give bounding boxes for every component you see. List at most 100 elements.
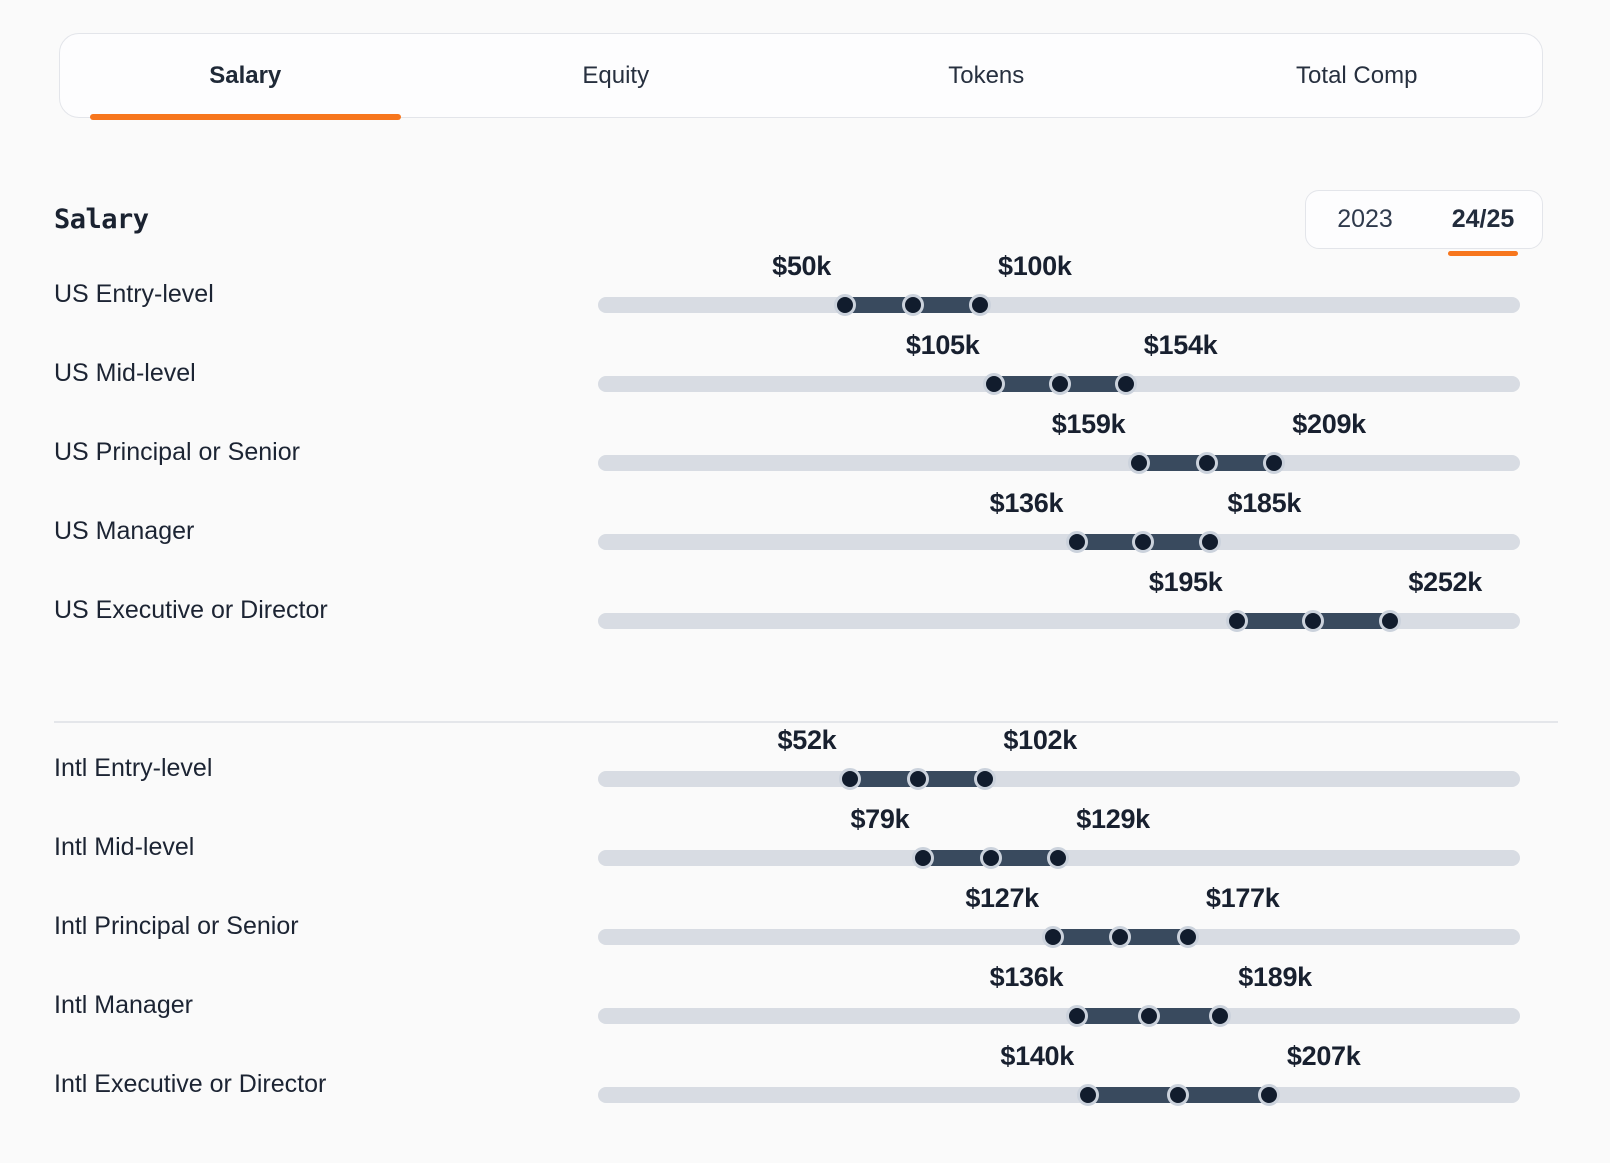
min-value-label: $50k bbox=[772, 251, 831, 281]
slider-handle-mid[interactable] bbox=[1167, 1084, 1190, 1106]
section-header: Salary 2023 24/25 bbox=[54, 190, 1543, 256]
slider-handle-min[interactable] bbox=[1128, 452, 1151, 474]
year-option-24-25[interactable]: 24/25 bbox=[1424, 191, 1542, 248]
max-value-label: $209k bbox=[1292, 409, 1366, 439]
slider-handle-mid[interactable] bbox=[1109, 926, 1132, 948]
min-value-label: $195k bbox=[1148, 567, 1223, 597]
row-label: US Mid-level bbox=[54, 359, 196, 387]
section-title: Salary bbox=[54, 204, 149, 235]
salary-row: US Entry-level $50k $100k bbox=[54, 249, 1610, 328]
row-label: Intl Manager bbox=[54, 991, 193, 1019]
range-slider: $136k $185k bbox=[598, 486, 1520, 565]
year-option-24-25-label: 24/25 bbox=[1451, 205, 1515, 233]
min-value-label: $159k bbox=[1051, 409, 1126, 439]
tab-equity[interactable]: Equity bbox=[431, 34, 802, 117]
slider-handle-mid[interactable] bbox=[979, 847, 1002, 869]
active-tab-underline bbox=[89, 114, 401, 120]
max-value-label: $207k bbox=[1286, 1041, 1361, 1071]
slider-handle-max[interactable] bbox=[1263, 452, 1286, 474]
slider-handle-max[interactable] bbox=[1114, 373, 1137, 395]
active-year-underline bbox=[1448, 251, 1518, 256]
slider-handle-max[interactable] bbox=[1176, 926, 1199, 948]
min-value-label: $52k bbox=[777, 725, 837, 755]
max-value-label: $252k bbox=[1408, 567, 1482, 597]
slider-handle-min[interactable] bbox=[834, 294, 856, 316]
min-value-label: $140k bbox=[1000, 1041, 1074, 1071]
min-value-label: $136k bbox=[989, 962, 1064, 992]
max-value-label: $100k bbox=[998, 251, 1072, 281]
slider-handle-mid[interactable] bbox=[1137, 1005, 1160, 1027]
slider-handle-min[interactable] bbox=[839, 768, 862, 790]
min-value-label: $105k bbox=[905, 330, 980, 360]
slider-handle-mid[interactable] bbox=[1048, 373, 1071, 395]
slider-handle-min[interactable] bbox=[1225, 610, 1248, 632]
row-label: US Manager bbox=[54, 517, 195, 545]
row-label: Intl Mid-level bbox=[54, 833, 195, 861]
slider-handle-min[interactable] bbox=[1066, 531, 1089, 553]
max-value-label: $177k bbox=[1205, 883, 1280, 913]
slider-handle-mid[interactable] bbox=[1195, 452, 1218, 474]
range-slider: $50k $100k bbox=[598, 249, 1520, 328]
salary-row: Intl Mid-level $79k $129k bbox=[54, 802, 1610, 881]
salary-row: US Executive or Director $195k $252k bbox=[54, 565, 1610, 644]
slider-handle-max[interactable] bbox=[1198, 531, 1221, 553]
slider-handle-mid[interactable] bbox=[906, 768, 929, 790]
tab-salary-label: Salary bbox=[209, 61, 282, 89]
max-value-label: $129k bbox=[1076, 804, 1150, 834]
salary-row: Intl Executive or Director $140k $207k bbox=[54, 1039, 1610, 1118]
salary-row: US Principal or Senior $159k $209k bbox=[54, 407, 1610, 486]
salary-row: Intl Principal or Senior $127k $177k bbox=[54, 881, 1610, 960]
page-background: { "tab_bar": { "tabs": [ { "label": "Sal… bbox=[0, 33, 1610, 1163]
row-label: US Principal or Senior bbox=[54, 438, 300, 466]
year-option-2023-label: 2023 bbox=[1337, 205, 1393, 233]
slider-handle-max[interactable] bbox=[969, 294, 991, 316]
salary-row: US Mid-level $105k $154k bbox=[54, 328, 1610, 407]
range-slider: $127k $177k bbox=[598, 881, 1520, 960]
slider-handle-mid[interactable] bbox=[901, 294, 924, 316]
slider-track[interactable] bbox=[598, 1008, 1520, 1024]
slider-handle-mid[interactable] bbox=[1132, 531, 1155, 553]
row-label: Intl Executive or Director bbox=[54, 1070, 327, 1098]
slider-handle-min[interactable] bbox=[982, 373, 1005, 395]
tab-tokens-label: Tokens bbox=[948, 61, 1025, 89]
slider-handle-max[interactable] bbox=[1209, 1005, 1232, 1027]
slider-handle-min[interactable] bbox=[1077, 1084, 1099, 1106]
slider-handle-min[interactable] bbox=[912, 847, 935, 869]
row-label: US Executive or Director bbox=[54, 596, 328, 624]
slider-handle-min[interactable] bbox=[1041, 926, 1064, 948]
slider-handle-max[interactable] bbox=[1047, 847, 1070, 869]
slider-handle-max[interactable] bbox=[1257, 1084, 1280, 1106]
slider-track[interactable] bbox=[598, 1087, 1520, 1103]
slider-track[interactable] bbox=[598, 455, 1520, 471]
range-slider: $52k $102k bbox=[598, 723, 1520, 802]
range-slider: $136k $189k bbox=[598, 960, 1520, 1039]
tab-salary[interactable]: Salary bbox=[60, 34, 431, 120]
max-value-label: $102k bbox=[1003, 725, 1077, 755]
slider-track[interactable] bbox=[598, 771, 1520, 787]
tab-total-comp[interactable]: Total Comp bbox=[1172, 34, 1543, 117]
range-slider: $140k $207k bbox=[598, 1039, 1520, 1118]
range-slider: $79k $129k bbox=[598, 802, 1520, 881]
row-label: US Entry-level bbox=[54, 280, 214, 308]
tab-bar: Salary Equity Tokens Total Comp bbox=[59, 33, 1543, 120]
slider-handle-min[interactable] bbox=[1066, 1005, 1089, 1027]
salary-row: Intl Manager $136k $189k bbox=[54, 960, 1610, 1039]
slider-handle-mid[interactable] bbox=[1302, 610, 1325, 632]
min-value-label: $127k bbox=[965, 883, 1039, 913]
year-toggle: 2023 24/25 bbox=[1305, 190, 1543, 256]
slider-track[interactable] bbox=[598, 297, 1520, 313]
tab-equity-label: Equity bbox=[582, 61, 650, 89]
salary-rows: US Entry-level $50k $100k US Mid-level $… bbox=[54, 249, 1610, 1118]
slider-handle-max[interactable] bbox=[1379, 610, 1402, 632]
salary-row: Intl Entry-level $52k $102k bbox=[54, 723, 1610, 802]
row-label: Intl Entry-level bbox=[54, 754, 213, 782]
min-value-label: $79k bbox=[850, 804, 910, 834]
range-slider: $195k $252k bbox=[598, 565, 1520, 644]
min-value-label: $136k bbox=[989, 488, 1064, 518]
year-option-2023[interactable]: 2023 bbox=[1306, 191, 1424, 248]
slider-track[interactable] bbox=[598, 534, 1520, 550]
slider-handle-max[interactable] bbox=[974, 768, 997, 790]
tab-tokens[interactable]: Tokens bbox=[801, 34, 1172, 117]
row-label: Intl Principal or Senior bbox=[54, 912, 299, 940]
max-value-label: $189k bbox=[1238, 962, 1312, 992]
